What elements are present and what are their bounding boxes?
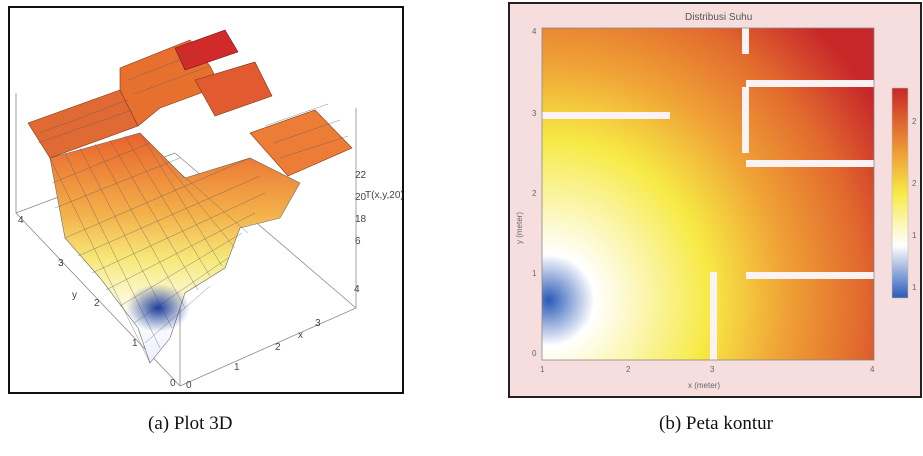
wall — [710, 272, 717, 360]
y-axis-label: y — [72, 290, 77, 301]
colorbar-tick: 2 — [912, 179, 917, 188]
y-tick: 4 — [532, 27, 537, 36]
x-tick: 2 — [275, 342, 281, 353]
z-tick: 18 — [355, 214, 367, 225]
wall — [746, 80, 874, 87]
x-axis: 1 2 3 4 x (meter) — [540, 365, 875, 390]
walls — [542, 28, 874, 360]
plot-area-border — [541, 27, 875, 361]
wall — [742, 28, 749, 54]
colorbar-tick: 2 — [912, 117, 917, 126]
heat-field — [542, 28, 874, 360]
x-tick: 4 — [870, 365, 875, 374]
y-tick: 3 — [532, 109, 537, 118]
x-axis: 4 3 2 1 0 x — [186, 284, 360, 391]
y-axis: 4 3 2 1 0 y (meter) — [515, 27, 537, 358]
contour-plot: Distribusi Suhu 4 3 2 1 0 y (meter) 1 2 — [510, 4, 920, 396]
z-axis: T(x,y,20) 22 20 18 6 — [355, 170, 404, 247]
x-tick: 1 — [540, 365, 545, 374]
plot-3d-panel: T(x,y,20) 22 20 18 6 4 3 2 1 0 y 4 3 2 1… — [8, 6, 404, 394]
x-tick: 4 — [354, 284, 360, 295]
y-axis: 4 3 2 1 0 y — [18, 215, 176, 389]
contour-map-panel: Distribusi Suhu 4 3 2 1 0 y (meter) 1 2 — [508, 2, 922, 398]
colorbar-tick: 1 — [912, 283, 917, 292]
wall — [742, 87, 749, 153]
caption-contour-map: (b) Peta kontur — [659, 413, 773, 434]
caption-plot-3d: (a) Plot 3D — [148, 413, 233, 434]
x-tick: 2 — [626, 365, 631, 374]
surface-cold-dip — [126, 284, 190, 332]
wall — [746, 272, 874, 279]
y-tick: 2 — [532, 189, 537, 198]
y-tick: 1 — [532, 269, 537, 278]
y-tick: 1 — [132, 338, 138, 349]
z-tick: 6 — [355, 236, 361, 247]
surface-plateau-top-right — [174, 29, 239, 71]
surface-body — [49, 132, 301, 364]
surface-plateau-right — [249, 109, 353, 177]
colorbar — [891, 87, 909, 299]
colorbar-tick: 1 — [912, 231, 917, 240]
x-tick: 3 — [315, 318, 321, 329]
x-tick: 1 — [234, 362, 240, 373]
x-axis-label: x (meter) — [688, 381, 720, 390]
y-tick: 0 — [532, 349, 537, 358]
x-tick: 0 — [186, 380, 192, 391]
y-tick: 2 — [94, 298, 100, 309]
plot-title: Distribusi Suhu — [685, 12, 752, 23]
wall — [746, 160, 874, 167]
y-tick: 0 — [170, 378, 176, 389]
x-axis-label: x — [298, 330, 303, 341]
colorbar-ticks: 2 2 1 1 — [912, 117, 917, 292]
y-tick: 4 — [18, 215, 24, 226]
z-axis-label: T(x,y,20) — [365, 190, 402, 201]
y-axis-label: y (meter) — [515, 212, 524, 244]
y-tick: 3 — [58, 258, 64, 269]
wall — [542, 112, 670, 119]
z-tick: 22 — [355, 170, 367, 181]
surface-plateau-mid-right — [194, 61, 273, 117]
x-tick: 3 — [710, 365, 715, 374]
z-tick: 20 — [355, 192, 367, 203]
surface-plot-3d: T(x,y,20) 22 20 18 6 4 3 2 1 0 y 4 3 2 1… — [15, 29, 404, 391]
